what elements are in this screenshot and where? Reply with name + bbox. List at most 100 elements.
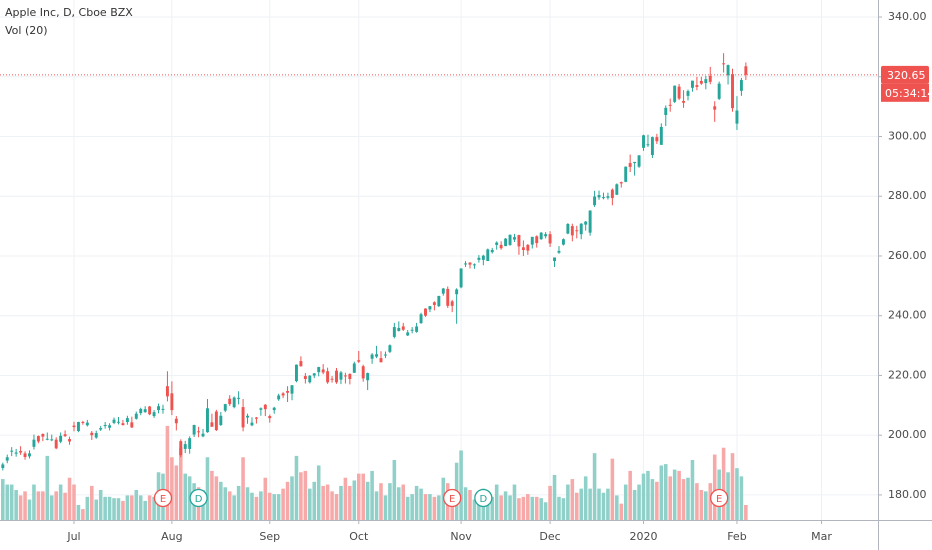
candle-body (19, 451, 23, 453)
candle-body (99, 428, 103, 430)
volume-bar (116, 498, 121, 520)
volume-bar (637, 484, 641, 520)
volume-bar (730, 453, 735, 520)
candle-body (214, 411, 218, 431)
candle-body (401, 326, 405, 330)
candle-body (739, 80, 743, 91)
volume-bar (695, 483, 699, 520)
volume-bar (566, 484, 570, 520)
volume-bar (663, 464, 668, 520)
candle-body (117, 421, 120, 423)
volume-bar (143, 500, 147, 520)
volume-bar (272, 494, 276, 520)
candle-body (379, 358, 383, 363)
volume-bar (383, 495, 388, 520)
volume-bar (294, 455, 299, 520)
y-tick-label: 300.00 (888, 129, 927, 142)
volume-bar (214, 476, 219, 520)
volume-bar (659, 465, 664, 520)
candle-body (481, 255, 485, 260)
candle-body (210, 422, 214, 427)
candle-body (561, 239, 565, 245)
candle-body (717, 83, 721, 99)
volume-bar (370, 470, 374, 520)
candle-body (170, 393, 174, 411)
candle-body (664, 107, 668, 115)
volume-bar (543, 502, 548, 520)
volume-bar (588, 488, 592, 520)
volume-bar (348, 485, 352, 520)
candle-body (744, 66, 748, 75)
volume-bar (712, 454, 717, 520)
volume-bar (36, 491, 41, 520)
volume-bar (704, 491, 708, 520)
candle-body (317, 367, 321, 373)
candle-body (455, 289, 459, 295)
candle-body (45, 438, 49, 440)
volume-bar (174, 465, 179, 520)
candle-body (575, 230, 579, 232)
volume-bar (27, 499, 32, 520)
candle-body (14, 452, 18, 454)
volume-bar (610, 458, 615, 520)
candle-body (59, 435, 63, 442)
y-tick-label: 220.00 (888, 368, 927, 381)
candle-body (76, 422, 80, 431)
candle-body (108, 425, 112, 428)
event-label: E (160, 494, 166, 505)
candle-body (36, 436, 40, 442)
candle-body (548, 234, 552, 244)
event-label: D (479, 494, 487, 505)
candle-body (530, 236, 534, 245)
candle-body (232, 397, 236, 408)
candle-body (383, 354, 387, 356)
candle-body (424, 308, 427, 316)
candle-body (303, 376, 307, 380)
volume-bar (152, 496, 156, 520)
x-tick-label: Mar (811, 530, 832, 543)
volume-bar (735, 468, 739, 520)
volume-bar (250, 492, 254, 520)
candle-body (450, 301, 454, 306)
volume-bar (5, 484, 10, 520)
candle-body (321, 369, 325, 373)
volume-bar (655, 481, 659, 520)
candle-body (375, 354, 379, 357)
volume-bar (210, 470, 214, 520)
candle-body (633, 161, 637, 164)
candle-body (441, 288, 445, 294)
event-marker (474, 488, 493, 508)
volume-bar (54, 491, 58, 520)
volume-bar (205, 457, 210, 520)
candle-body (72, 425, 76, 428)
candle-body (130, 422, 134, 428)
volume-bar (165, 425, 170, 520)
candle-body (41, 433, 45, 437)
candle-body (521, 247, 525, 250)
volume-bar (539, 498, 543, 520)
volume-bar (223, 487, 228, 520)
volume-bar (437, 495, 441, 520)
candle-body (152, 412, 156, 417)
candle-body (490, 249, 494, 253)
volume-bar (259, 491, 263, 520)
countdown-box (881, 83, 929, 102)
volume-bar (303, 470, 308, 520)
candle-body (272, 407, 276, 411)
volume-bar (472, 499, 477, 520)
candle-body (134, 413, 138, 419)
y-tick-label: 240.00 (888, 309, 927, 322)
symbol-title: Apple Inc, D, Cboe BZX (5, 6, 133, 19)
candle-body (263, 404, 267, 410)
volume-bar (58, 484, 63, 520)
volume-bar (232, 495, 236, 520)
volume-bar (739, 476, 744, 520)
candle-body (553, 257, 556, 262)
candle-body (161, 408, 165, 410)
x-tick-label: 2020 (630, 530, 658, 543)
candle-body (477, 257, 481, 260)
volume-bar (76, 505, 81, 520)
candle-body (464, 263, 468, 265)
candle-body (366, 373, 370, 381)
candle-body (735, 110, 739, 124)
